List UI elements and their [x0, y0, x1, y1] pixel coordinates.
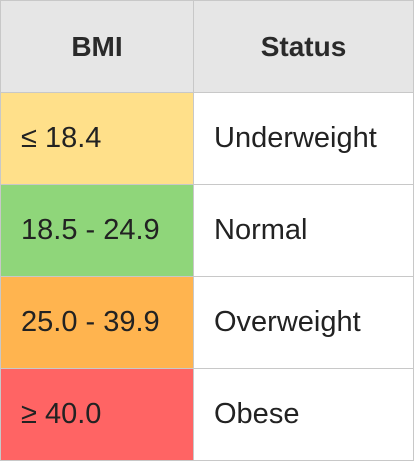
bmi-range-cell: ≤ 18.4 [0, 92, 194, 185]
bmi-range-cell: 25.0 - 39.9 [0, 276, 194, 369]
table-row-normal: 18.5 - 24.9 Normal [0, 184, 414, 277]
header-row: BMI Status [0, 0, 414, 93]
column-header-bmi: BMI [0, 0, 194, 93]
column-header-status: Status [193, 0, 414, 93]
table-body: ≤ 18.4 Underweight 18.5 - 24.9 Normal 25… [0, 92, 414, 461]
table-row-underweight: ≤ 18.4 Underweight [0, 92, 414, 185]
table-row-overweight: 25.0 - 39.9 Overweight [0, 276, 414, 369]
status-cell: Normal [193, 184, 414, 277]
table-row-obese: ≥ 40.0 Obese [0, 368, 414, 461]
bmi-range-cell: 18.5 - 24.9 [0, 184, 194, 277]
status-cell: Obese [193, 368, 414, 461]
table-header: BMI Status [0, 0, 414, 93]
status-cell: Overweight [193, 276, 414, 369]
bmi-range-cell: ≥ 40.0 [0, 368, 194, 461]
status-cell: Underweight [193, 92, 414, 185]
